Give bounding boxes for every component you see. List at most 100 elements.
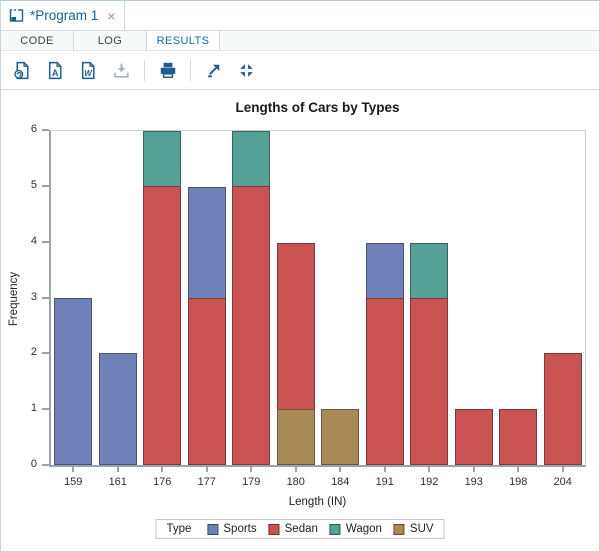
legend-items: Sports Sedan Wagon SUV: [207, 523, 434, 535]
download-html-icon[interactable]: [10, 58, 35, 83]
bar-segment-wagon: [143, 131, 182, 187]
bar-segment-sedan: [499, 409, 538, 465]
legend: Type Sports Sedan Wagon SUV: [155, 519, 445, 539]
bar-161: [96, 353, 141, 465]
tab-code[interactable]: CODE: [1, 31, 74, 50]
bar-191: [363, 242, 408, 465]
x-tick-label: 179: [242, 476, 261, 488]
bar-192: [407, 242, 452, 465]
y-tick-label: 2: [30, 346, 37, 359]
legend-swatch-sedan: [268, 523, 280, 535]
bar-segment-sedan: [365, 297, 404, 465]
bar-segment-sedan: [232, 185, 271, 465]
x-tick-label: 193: [464, 476, 483, 488]
bar-184: [318, 409, 363, 465]
plot-area: [49, 130, 586, 467]
x-tick: [339, 467, 342, 472]
y-tick-label: 6: [30, 123, 37, 135]
y-tick-label: 1: [30, 402, 37, 415]
exit-maximize-icon[interactable]: [234, 58, 259, 83]
open-new-window-icon[interactable]: [201, 58, 226, 83]
bar-segment-sedan: [143, 185, 182, 465]
y-tick: [42, 296, 49, 299]
y-tick: [42, 408, 49, 411]
y-tick-label: 5: [30, 178, 37, 191]
y-tick: [42, 129, 49, 131]
bar-segment-sedan: [276, 242, 315, 411]
download-rtf-icon[interactable]: W: [76, 58, 101, 83]
close-icon[interactable]: ×: [107, 7, 116, 24]
bar-segment-sedan: [543, 353, 582, 465]
legend-swatch-suv: [393, 523, 405, 535]
y-tick: [42, 464, 49, 466]
pdf-letter: A: [52, 67, 59, 77]
bar-segment-sedan: [187, 297, 226, 465]
x-tick: [72, 467, 75, 472]
legend-item-sports: Sports: [207, 523, 257, 535]
bar-segment-sedan: [454, 409, 493, 465]
y-tick: [42, 240, 49, 243]
bar-segment-suv: [276, 409, 315, 465]
x-tick: [116, 467, 119, 472]
bar-176: [140, 131, 185, 465]
legend-item-suv: SUV: [393, 523, 434, 535]
y-tick: [42, 352, 49, 355]
bar-segment-wagon: [232, 131, 271, 187]
x-tick-label: 184: [331, 476, 350, 488]
bar-segment-sports: [365, 242, 404, 299]
tab-log[interactable]: LOG: [74, 31, 147, 50]
bars-container: [51, 131, 585, 465]
results-toolbar: A W: [1, 51, 599, 90]
x-tick: [294, 467, 297, 472]
bar-180: [274, 242, 319, 465]
x-tick-label: 177: [197, 476, 216, 488]
x-tick-label: 192: [420, 476, 439, 488]
x-tick: [161, 467, 164, 472]
program-tab-title: *Program 1: [30, 8, 99, 23]
y-tick-label: 4: [30, 234, 37, 247]
x-axis-label: Length (IN): [288, 496, 347, 508]
legend-label: SUV: [409, 523, 434, 535]
print-icon[interactable]: [155, 58, 180, 83]
rtf-letter: W: [84, 68, 93, 77]
bar-segment-sports: [98, 353, 137, 465]
tab-results[interactable]: RESULTS: [146, 31, 220, 50]
legend-item-wagon: Wagon: [329, 523, 382, 535]
x-tick: [561, 467, 564, 472]
x-tick: [250, 467, 253, 472]
legend-swatch-sports: [207, 523, 219, 535]
bar-177: [185, 186, 230, 465]
view-tabs: CODE LOG RESULTS: [1, 31, 599, 51]
x-tick: [205, 467, 208, 472]
toolbar-separator: [190, 59, 191, 81]
y-tick-label: 3: [30, 290, 37, 303]
program-icon: [9, 8, 24, 23]
program-tab[interactable]: *Program 1 ×: [1, 1, 126, 30]
legend-title: Type: [166, 523, 192, 535]
y-tick: [42, 184, 49, 187]
x-tick: [517, 467, 520, 472]
bar-segment-wagon: [410, 242, 449, 299]
bar-segment-sports: [54, 297, 93, 465]
bar-198: [496, 409, 541, 465]
x-tick-label: 198: [509, 476, 528, 488]
legend-label: Wagon: [345, 523, 382, 535]
toolbar-separator: [144, 59, 145, 81]
chart-title: Lengths of Cars by Types: [235, 100, 400, 115]
bar-segment-sports: [187, 186, 226, 299]
x-tick-label: 159: [64, 476, 83, 488]
program-tab-bar: *Program 1 ×: [1, 1, 599, 31]
x-tick: [428, 467, 431, 472]
x-tick-label: 176: [153, 476, 172, 488]
x-tick: [383, 467, 386, 472]
bar-segment-sedan: [410, 297, 449, 465]
bar-193: [452, 409, 497, 465]
bar-204: [541, 353, 586, 465]
legend-label: Sports: [223, 523, 257, 535]
download-file-icon: [109, 58, 134, 83]
x-tick: [472, 467, 475, 472]
download-pdf-icon[interactable]: A: [43, 58, 68, 83]
x-tick-label: 204: [553, 476, 572, 488]
